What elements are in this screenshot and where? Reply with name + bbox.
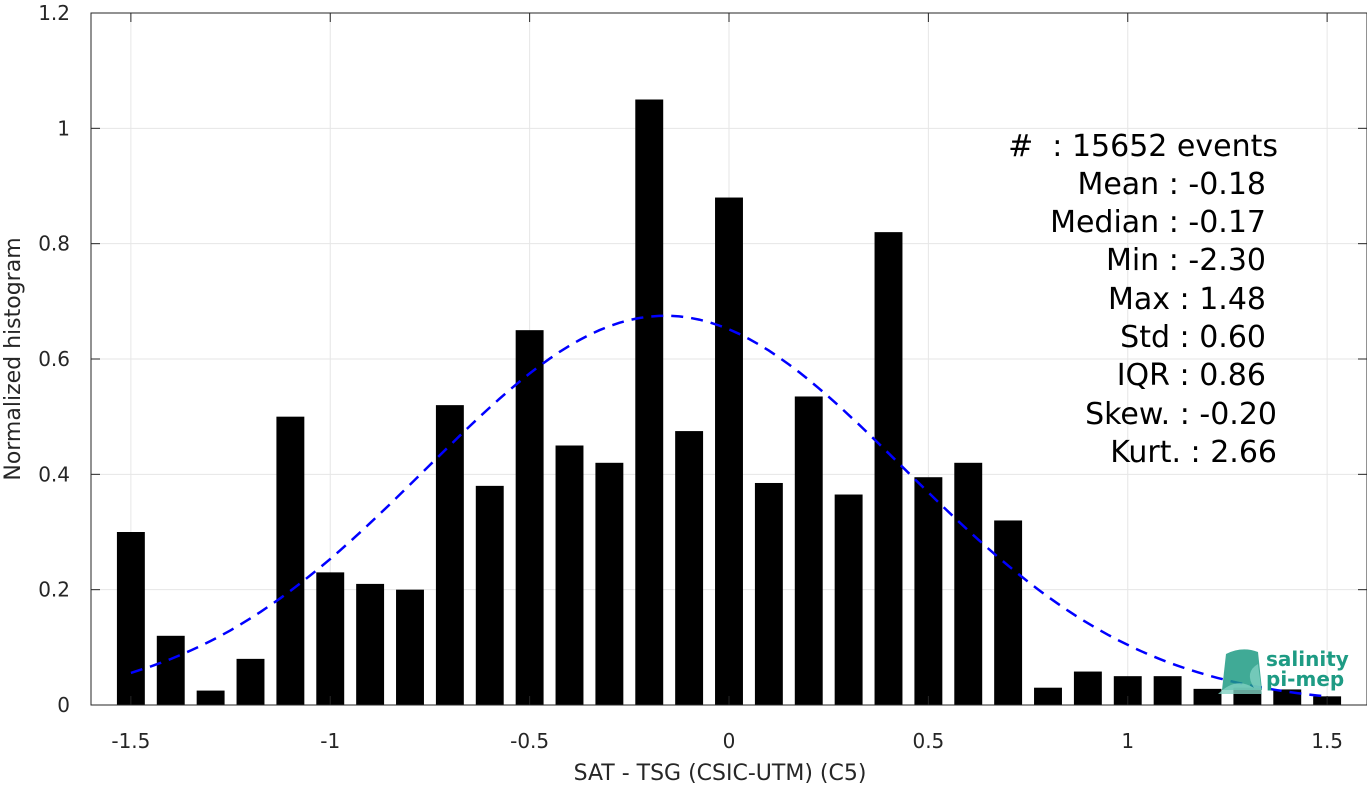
- histogram-bar: [1034, 687, 1062, 705]
- histogram-bar: [156, 635, 185, 705]
- histogram-bar: [1153, 676, 1182, 705]
- y-tick-label: 0: [57, 693, 70, 717]
- stat-events: # : 15652 events: [1008, 129, 1278, 164]
- x-tick-label: -1.5: [111, 729, 150, 753]
- histogram-bar: [515, 330, 544, 705]
- histogram-bar: [794, 396, 823, 705]
- histogram-bar: [914, 477, 943, 705]
- stat-mean: Mean : -0.18: [1077, 167, 1266, 202]
- axis-ticks: [91, 12, 1367, 706]
- y-tick-labels: 0 0.2 0.4 0.6 0.8 1 1.2: [38, 1, 70, 717]
- x-tick-label: 0: [723, 729, 736, 753]
- histogram-bar: [236, 658, 265, 705]
- histogram-bar: [396, 589, 424, 705]
- histogram-bar: [595, 462, 624, 705]
- logo-line1: salinity: [1266, 647, 1349, 671]
- histogram-bar: [555, 445, 584, 705]
- salinity-pi-mep-logo: salinity pi-mep: [1218, 647, 1349, 694]
- x-tick-label: 1: [1121, 729, 1134, 753]
- histogram-bar: [834, 494, 863, 705]
- stat-median: Median : -0.17: [1050, 205, 1266, 240]
- histogram-bar: [435, 405, 464, 705]
- stat-max: Max : 1.48: [1108, 282, 1266, 317]
- histogram-bar: [754, 482, 783, 705]
- y-tick-label: 0.2: [38, 578, 70, 602]
- histogram-bar: [316, 572, 345, 705]
- histogram-bar: [116, 532, 145, 705]
- x-tick-label: -1: [320, 729, 340, 753]
- stat-kurt: Kurt. : 2.66: [1110, 435, 1277, 470]
- histogram-bar: [715, 197, 743, 706]
- y-tick-label: 1: [57, 116, 70, 140]
- y-tick-label: 0.8: [38, 232, 70, 256]
- y-tick-label: 1.2: [38, 1, 70, 25]
- x-tick-label: 0.5: [912, 729, 944, 753]
- bar-group: [116, 99, 1342, 706]
- x-tick-label: 1.5: [1311, 729, 1343, 753]
- x-tick-labels: -1.5 -1 -0.5 0 0.5 1 1.5: [111, 729, 1343, 753]
- histogram-bar: [874, 232, 903, 705]
- histogram-bar: [1193, 688, 1222, 705]
- statistics-panel: # : 15652 events Mean : -0.18 Median : -…: [1008, 129, 1278, 470]
- logo-line2: pi-mep: [1266, 667, 1344, 691]
- histogram-bar: [675, 431, 704, 705]
- histogram-bar: [196, 690, 225, 705]
- x-tick-label: -0.5: [510, 729, 549, 753]
- histogram-bar: [1273, 689, 1302, 705]
- stat-iqr: IQR : 0.86: [1117, 358, 1266, 393]
- histogram-bar: [276, 416, 305, 705]
- y-tick-label: 0.6: [38, 347, 70, 371]
- stat-min: Min : -2.30: [1106, 243, 1266, 278]
- histogram-bar: [1073, 671, 1102, 705]
- stat-std: Std : 0.60: [1120, 320, 1266, 355]
- gaussian-fit-curve: [130, 314, 1328, 698]
- y-axis-label: Normalized histogram: [1, 237, 26, 480]
- histogram-bar: [475, 485, 504, 705]
- x-axis-label: SAT - TSG (CSIC-UTM) (C5): [574, 761, 867, 785]
- histogram-bar: [635, 99, 664, 705]
- histogram-bar: [994, 520, 1023, 705]
- histogram-bar: [954, 462, 983, 705]
- stat-skew: Skew. : -0.20: [1085, 397, 1277, 432]
- histogram-bar: [356, 583, 385, 705]
- logo-wave-icon-2: [1218, 664, 1262, 694]
- y-tick-label: 0.4: [38, 462, 70, 486]
